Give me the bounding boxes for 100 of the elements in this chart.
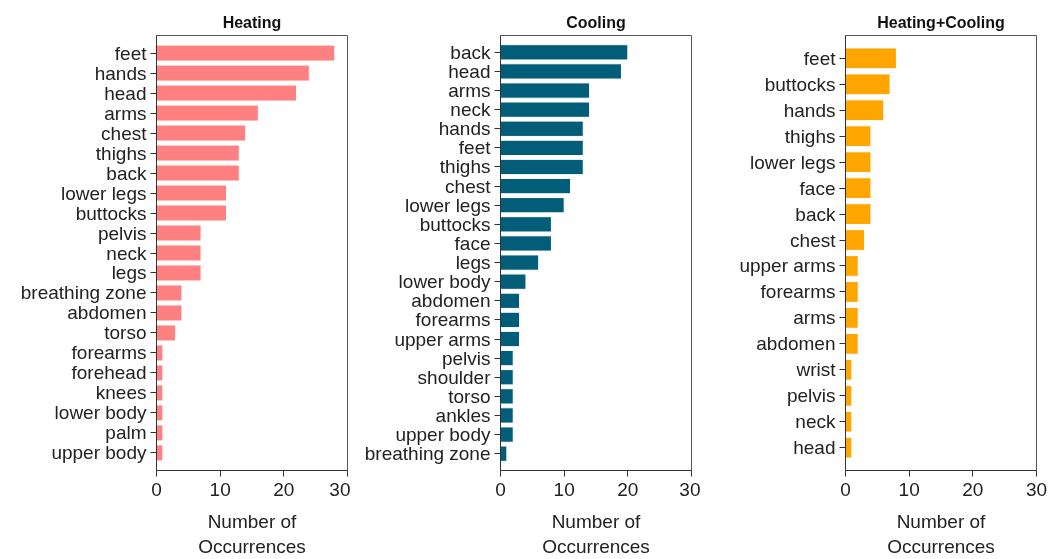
y-tick-label: upper body xyxy=(395,424,491,446)
y-tick-label: breathing zone xyxy=(20,282,147,304)
bar xyxy=(500,388,514,405)
y-tick-label: back xyxy=(450,41,491,63)
x-tick-label: 0 xyxy=(495,478,506,500)
bar xyxy=(500,139,584,157)
x-tick-label: 30 xyxy=(679,478,701,500)
x-tick-label: 10 xyxy=(209,478,231,500)
y-tick-label: neck xyxy=(450,99,491,121)
y-tick-label: thighs xyxy=(784,125,836,147)
bar xyxy=(845,99,885,122)
x-axis-title: Number of Occurrences xyxy=(542,510,650,557)
y-tick-label: buttocks xyxy=(764,73,836,95)
bar xyxy=(500,292,521,309)
y-tick-label: arms xyxy=(793,307,836,329)
y-tick-label: feet xyxy=(458,137,492,159)
bar xyxy=(845,125,872,148)
y-tick-label: hands xyxy=(783,99,836,121)
bar xyxy=(500,349,514,367)
bar xyxy=(845,436,853,459)
bar xyxy=(500,120,584,137)
bar xyxy=(500,158,584,176)
y-tick-label: lower legs xyxy=(749,151,836,173)
y-tick-label: knees xyxy=(95,382,147,404)
y-tick-label: ankles xyxy=(435,404,491,426)
y-tick-label: head xyxy=(104,82,147,104)
y-tick-label: legs xyxy=(111,262,147,284)
x-tick-label: 20 xyxy=(962,478,984,500)
y-tick-label: hands xyxy=(438,118,491,140)
bar xyxy=(500,330,521,348)
y-tick-label: torso xyxy=(104,322,147,344)
y-tick-label: chest xyxy=(101,122,148,144)
y-tick-label: chest xyxy=(790,229,837,251)
x-axis-title: Number of Occurrences xyxy=(198,510,306,557)
bar xyxy=(500,426,514,443)
y-tick-label: forehead xyxy=(71,362,147,384)
bar xyxy=(845,384,853,407)
chart-title: Cooling xyxy=(566,13,626,31)
bar xyxy=(500,44,629,61)
bar xyxy=(500,177,572,195)
bar xyxy=(845,307,859,329)
y-tick-label: forearms xyxy=(71,342,147,364)
bar xyxy=(500,311,521,329)
y-tick-label: lower body xyxy=(54,402,147,424)
y-tick-label: feet xyxy=(114,42,148,64)
bar xyxy=(845,332,859,355)
x-tick-label: 30 xyxy=(1025,478,1048,500)
x-tick-label: 0 xyxy=(840,478,851,500)
bar xyxy=(845,358,853,381)
y-tick-label: pelvis xyxy=(97,222,147,244)
x-tick-label: 20 xyxy=(617,478,639,500)
y-tick-label: neck xyxy=(106,242,147,264)
x-tick-label: 30 xyxy=(329,478,351,500)
chart-title: Heating xyxy=(222,13,282,31)
y-tick-label: pelvis xyxy=(441,347,491,369)
y-tick-label: hands xyxy=(94,62,147,84)
y-tick-label: upper arms xyxy=(739,255,836,277)
bar xyxy=(845,73,891,96)
bar xyxy=(845,203,872,225)
y-tick-label: pelvis xyxy=(786,385,836,407)
y-tick-label: head xyxy=(793,437,836,459)
y-tick-label: upper arms xyxy=(394,328,491,350)
bar xyxy=(500,63,622,80)
y-tick-label: back xyxy=(795,203,836,225)
y-tick-label: arms xyxy=(448,80,491,102)
bar xyxy=(500,82,591,99)
y-tick-label: lower legs xyxy=(60,182,147,204)
x-tick-label: 10 xyxy=(898,478,920,500)
x-tick-label: 0 xyxy=(151,478,162,500)
y-tick-label: face xyxy=(454,232,491,254)
bar xyxy=(845,410,853,433)
bar xyxy=(845,47,897,70)
y-tick-label: torso xyxy=(448,385,491,407)
y-tick-label: forearms xyxy=(415,309,491,331)
x-tick-label: 20 xyxy=(273,478,295,500)
bar xyxy=(845,177,872,199)
bar xyxy=(500,369,514,386)
y-tick-label: arms xyxy=(104,102,147,124)
bar xyxy=(845,255,859,277)
bar xyxy=(845,281,859,303)
x-tick-label: 10 xyxy=(553,478,575,500)
bar xyxy=(845,151,872,174)
bar xyxy=(500,254,540,271)
bar xyxy=(500,235,552,252)
y-tick-label: forearms xyxy=(760,281,836,303)
y-tick-label: abdomen xyxy=(756,333,836,355)
y-tick-label: palm xyxy=(105,422,147,444)
y-tick-label: head xyxy=(448,60,491,82)
bar xyxy=(500,197,565,214)
bar xyxy=(500,445,508,462)
y-tick-label: feet xyxy=(803,47,837,69)
x-axis-title: Number of Occurrences xyxy=(887,510,995,557)
y-tick-label: abdomen xyxy=(67,302,147,324)
y-tick-label: neck xyxy=(795,411,836,433)
bar xyxy=(845,229,866,251)
bar xyxy=(500,273,527,290)
y-tick-label: face xyxy=(799,177,836,199)
y-tick-label: thighs xyxy=(439,156,491,178)
bar xyxy=(500,101,591,118)
bar xyxy=(500,216,552,233)
